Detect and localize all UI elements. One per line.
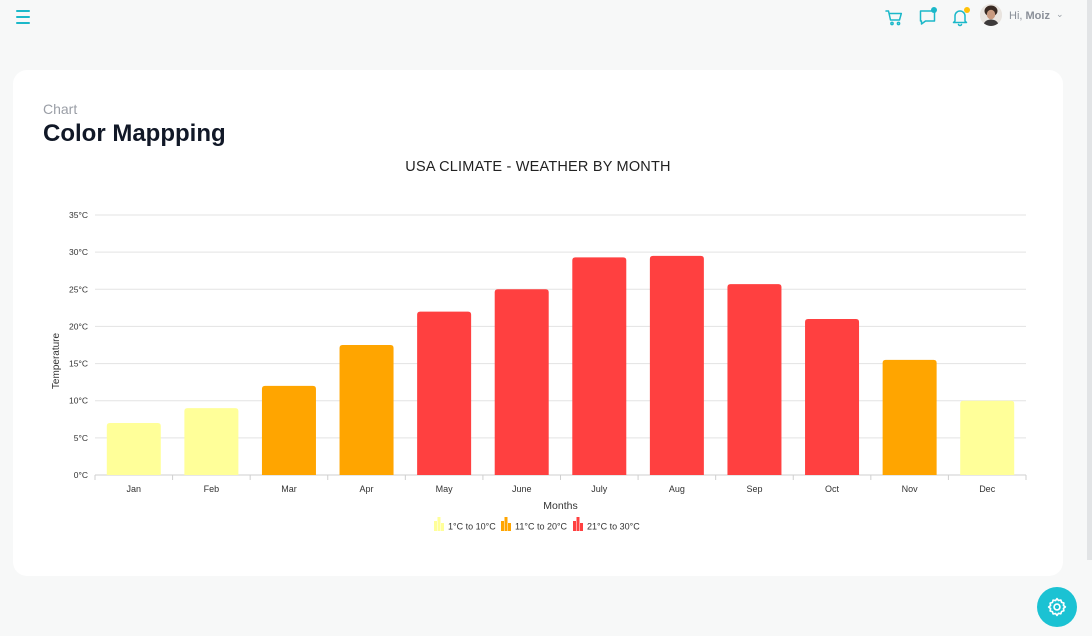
top-bar: Hi, Moiz ⌄ bbox=[0, 0, 1092, 36]
breadcrumb: Chart bbox=[43, 101, 78, 117]
x-tick-label: Sep bbox=[746, 484, 762, 494]
legend-marker bbox=[508, 523, 511, 531]
bar-june bbox=[494, 289, 549, 475]
bar-dec bbox=[960, 400, 1015, 475]
chat-icon[interactable] bbox=[918, 7, 938, 27]
legend-marker bbox=[573, 521, 576, 531]
bar-apr bbox=[339, 345, 394, 475]
bell-icon[interactable] bbox=[950, 7, 970, 27]
cart-icon[interactable] bbox=[884, 7, 904, 27]
bar-mar bbox=[261, 385, 316, 475]
chat-notification-dot bbox=[931, 7, 937, 13]
bar-aug bbox=[649, 255, 704, 475]
legend-marker bbox=[437, 517, 441, 531]
gear-icon bbox=[1047, 597, 1067, 617]
x-tick-label: May bbox=[436, 484, 454, 494]
legend-marker bbox=[580, 523, 583, 531]
bar-jan bbox=[106, 423, 161, 475]
x-tick-label: Nov bbox=[902, 484, 919, 494]
legend-marker bbox=[441, 523, 444, 531]
x-tick-label: Mar bbox=[281, 484, 297, 494]
settings-button[interactable] bbox=[1037, 587, 1077, 627]
avatar[interactable] bbox=[980, 4, 1002, 26]
x-tick-label: Feb bbox=[204, 484, 220, 494]
bar-oct bbox=[805, 319, 860, 475]
bar-nov bbox=[882, 359, 937, 475]
menu-icon[interactable] bbox=[16, 10, 30, 24]
page-title: Color Mappping bbox=[43, 120, 226, 147]
x-tick-label: June bbox=[512, 484, 532, 494]
y-tick-label: 5°C bbox=[74, 433, 88, 443]
y-tick-label: 25°C bbox=[69, 284, 88, 294]
x-axis-title: Months bbox=[543, 500, 577, 512]
y-tick-label: 20°C bbox=[69, 321, 88, 331]
bar-sep bbox=[727, 284, 782, 475]
legend-marker bbox=[434, 521, 437, 531]
legend-label: 1°C to 10°C bbox=[448, 522, 496, 532]
legend-marker bbox=[504, 517, 508, 531]
x-tick-label: Dec bbox=[979, 484, 996, 494]
bar-chart: 0°C 5°C 10°C 15°C 20°C 25°C 30°C 35°C Jan Feb Mar A… bbox=[51, 210, 1027, 532]
legend-marker bbox=[576, 517, 580, 531]
x-tick-label: Jan bbox=[127, 484, 142, 494]
legend-label: 21°C to 30°C bbox=[587, 522, 640, 532]
y-tick-label: 10°C bbox=[69, 396, 88, 406]
bar-may bbox=[417, 311, 472, 475]
chart-title: USA CLIMATE - WEATHER BY MONTH bbox=[405, 159, 671, 175]
y-tick-label: 30°C bbox=[69, 247, 88, 257]
x-tick-label: Aug bbox=[669, 484, 685, 494]
bar-feb bbox=[184, 408, 239, 475]
legend-marker bbox=[501, 521, 504, 531]
bar-july bbox=[572, 257, 627, 475]
x-tick-label: Oct bbox=[825, 484, 840, 494]
legend-label: 11°C to 20°C bbox=[515, 522, 568, 532]
x-tick-label: Apr bbox=[360, 484, 374, 494]
y-tick-label: 15°C bbox=[69, 359, 88, 369]
chart-card: Chart Color Mappping USA CLIMATE - WEATH… bbox=[13, 70, 1063, 576]
y-axis-title: Temperature bbox=[51, 332, 62, 389]
user-greeting[interactable]: Hi, Moiz bbox=[1009, 10, 1050, 22]
bell-notification-dot bbox=[964, 7, 970, 13]
x-tick-label: July bbox=[591, 484, 608, 494]
scrollbar[interactable] bbox=[1087, 0, 1092, 560]
y-tick-label: 0°C bbox=[74, 470, 88, 480]
chevron-down-icon[interactable]: ⌄ bbox=[1056, 9, 1064, 19]
y-tick-label: 35°C bbox=[69, 210, 88, 220]
